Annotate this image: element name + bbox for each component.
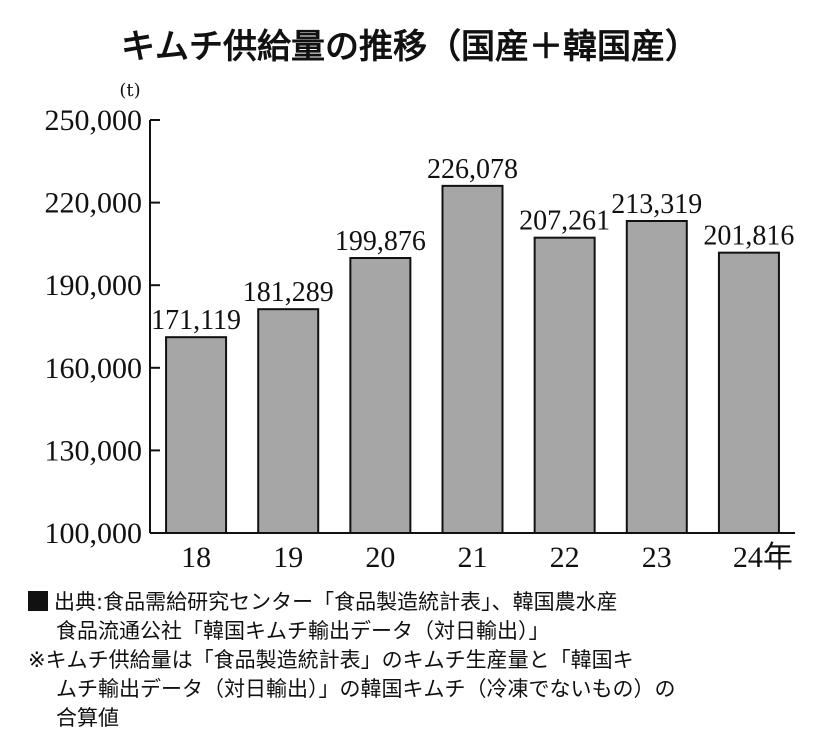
source-note: 出典:食品需給研究センター「食品製造統計表」、韓国農水産 xyxy=(28,588,808,617)
remark-note-cont: ムチ輸出データ（対日輸出）」の韓国キムチ（冷凍でないもの）の xyxy=(56,677,676,701)
y-axis-ticks: 100,000 130,000 160,000 190,000 220,000 250,0… xyxy=(45,104,160,550)
x-tick-label: 20 xyxy=(365,541,395,574)
source-line-1: 出典:食品需給研究センター「食品製造統計表」、韓国農水産 xyxy=(54,590,618,614)
remark-note: ※キムチ供給量は「食品製造統計表」のキムチ生産量と「韓国キ xyxy=(28,648,634,672)
bars xyxy=(165,184,780,535)
remark-note-cont-2: 合算値 xyxy=(56,706,119,730)
source-note-cont: 食品流通公社「韓国キムチ輸出データ（対日輸出）」 xyxy=(56,619,550,643)
y-axis-unit: (t) xyxy=(119,80,140,101)
x-tick-label: 24年 xyxy=(733,541,793,574)
data-label: 199,876 xyxy=(335,226,426,257)
bar xyxy=(349,257,412,534)
data-label: 181,289 xyxy=(243,277,334,308)
data-label: 226,078 xyxy=(427,154,518,185)
x-axis-ticks: 18 19 20 21 22 23 24年 xyxy=(181,541,793,574)
data-label: 207,261 xyxy=(519,206,610,237)
y-tick-label: 100,000 xyxy=(45,517,143,550)
x-tick-label: 23 xyxy=(642,541,672,574)
y-tick-label: 250,000 xyxy=(45,104,143,137)
bar xyxy=(441,184,504,534)
data-label: 171,119 xyxy=(151,305,241,336)
bar xyxy=(257,308,320,535)
data-label: 201,816 xyxy=(703,221,794,252)
bar xyxy=(533,236,596,534)
y-tick-label: 160,000 xyxy=(45,352,143,385)
chart-title: キムチ供給量の推移（国産＋韓国産） xyxy=(121,27,699,67)
bar xyxy=(717,251,780,534)
x-tick-label: 21 xyxy=(458,541,488,574)
black-square-icon xyxy=(28,591,48,611)
bar xyxy=(625,219,688,534)
x-tick-label: 18 xyxy=(181,541,211,574)
y-tick-label: 190,000 xyxy=(45,269,143,302)
bar xyxy=(165,336,228,535)
x-tick-label: 19 xyxy=(273,541,303,574)
y-tick-label: 130,000 xyxy=(45,434,143,467)
bar-chart: キムチ供給量の推移（国産＋韓国産） (t) 171,119181,289199,… xyxy=(45,27,795,574)
notes: 出典:食品需給研究センター「食品製造統計表」、韓国農水産 食品流通公社「韓国キム… xyxy=(28,588,808,733)
x-tick-label: 22 xyxy=(550,541,580,574)
data-label: 213,319 xyxy=(611,189,702,220)
y-tick-label: 220,000 xyxy=(45,187,143,220)
